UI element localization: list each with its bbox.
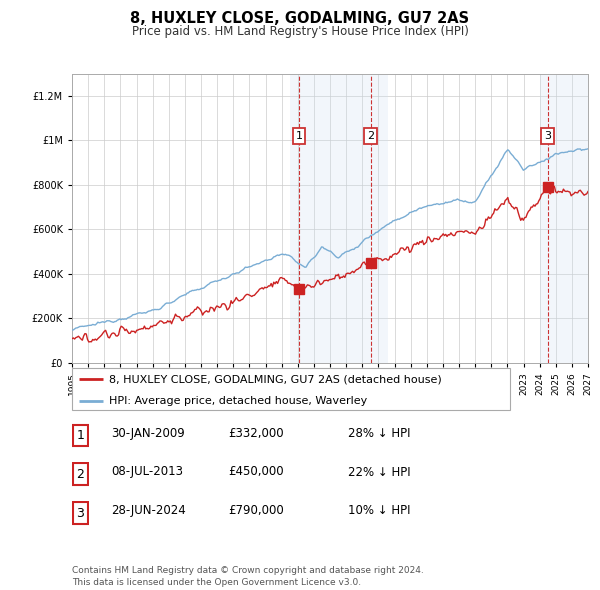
Text: 10% ↓ HPI: 10% ↓ HPI xyxy=(348,504,410,517)
Text: 28% ↓ HPI: 28% ↓ HPI xyxy=(348,427,410,440)
Text: £332,000: £332,000 xyxy=(228,427,284,440)
Text: 8, HUXLEY CLOSE, GODALMING, GU7 2AS: 8, HUXLEY CLOSE, GODALMING, GU7 2AS xyxy=(130,11,470,25)
Text: 28-JUN-2024: 28-JUN-2024 xyxy=(111,504,186,517)
Text: 22% ↓ HPI: 22% ↓ HPI xyxy=(348,466,410,478)
Text: 2: 2 xyxy=(367,131,374,141)
Bar xyxy=(539,74,588,363)
Text: 3: 3 xyxy=(76,507,85,520)
Text: 8, HUXLEY CLOSE, GODALMING, GU7 2AS (detached house): 8, HUXLEY CLOSE, GODALMING, GU7 2AS (det… xyxy=(109,375,442,385)
Text: HPI: Average price, detached house, Waverley: HPI: Average price, detached house, Wave… xyxy=(109,396,367,406)
Text: £790,000: £790,000 xyxy=(228,504,284,517)
Text: 1: 1 xyxy=(296,131,302,141)
Text: Contains HM Land Registry data © Crown copyright and database right 2024.
This d: Contains HM Land Registry data © Crown c… xyxy=(72,566,424,587)
Bar xyxy=(290,74,388,363)
Text: 1: 1 xyxy=(76,429,85,442)
Text: 3: 3 xyxy=(544,131,551,141)
Text: 08-JUL-2013: 08-JUL-2013 xyxy=(111,466,183,478)
Text: 30-JAN-2009: 30-JAN-2009 xyxy=(111,427,185,440)
Text: 2: 2 xyxy=(76,468,85,481)
Text: £450,000: £450,000 xyxy=(228,466,284,478)
Text: Price paid vs. HM Land Registry's House Price Index (HPI): Price paid vs. HM Land Registry's House … xyxy=(131,25,469,38)
